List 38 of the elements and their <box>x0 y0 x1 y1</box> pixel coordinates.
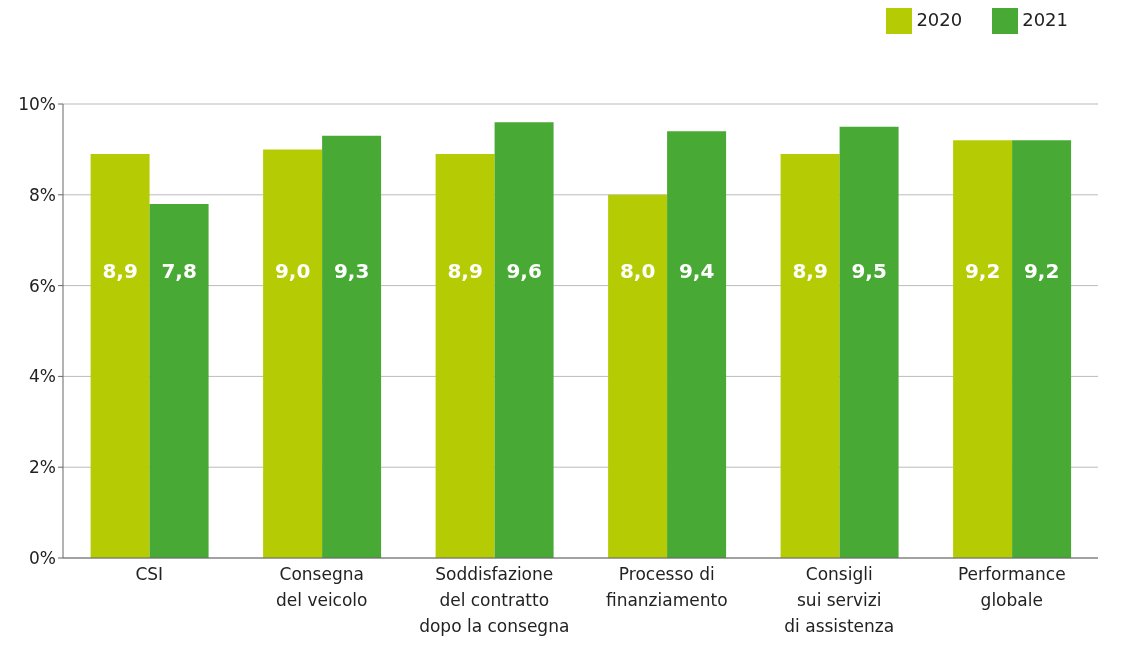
data-label: 8,9 <box>792 259 828 283</box>
legend-label: 2021 <box>1022 9 1068 30</box>
data-label: 8,9 <box>102 259 138 283</box>
bar <box>90 153 150 558</box>
bar <box>667 131 727 558</box>
bar <box>608 194 668 558</box>
y-tick-label: 10% <box>18 94 56 115</box>
x-tick-label: Performance globale <box>957 564 1066 610</box>
bar <box>839 126 899 558</box>
bar <box>322 135 382 558</box>
x-tick-label: Consegna del veicolo <box>276 564 368 610</box>
bar <box>149 203 209 558</box>
bar <box>953 140 1013 558</box>
bar <box>435 153 495 558</box>
bar <box>263 149 323 558</box>
y-tick-label: 4% <box>29 366 56 387</box>
data-label: 9,4 <box>678 259 715 283</box>
data-label: 9,6 <box>506 259 542 283</box>
data-label: 9,5 <box>851 259 887 283</box>
data-label: 9,0 <box>274 259 311 283</box>
data-label: 8,0 <box>619 259 656 283</box>
y-tick-label: 2% <box>29 457 56 478</box>
y-tick-label: 0% <box>29 548 56 569</box>
x-tick-label: Consigli sui servizi di assistenza <box>784 564 895 636</box>
y-tick-label: 6% <box>29 275 56 296</box>
bar <box>780 153 840 558</box>
data-label: 9,3 <box>333 259 370 283</box>
y-tick-label: 8% <box>29 184 56 205</box>
data-label: 9,2 <box>1023 259 1060 283</box>
x-tick-label: CSI <box>135 564 164 584</box>
data-label: 9,2 <box>964 259 1001 283</box>
x-tick-label: Processo di finanziamento <box>605 564 728 610</box>
bar <box>494 122 554 558</box>
bar <box>1012 140 1072 558</box>
data-label: 8,9 <box>447 259 483 283</box>
legend-label: 2020 <box>916 9 963 30</box>
x-tick-label: Soddisfazione del contratto dopo la consegna <box>419 564 570 636</box>
data-label: 7,8 <box>161 259 197 283</box>
